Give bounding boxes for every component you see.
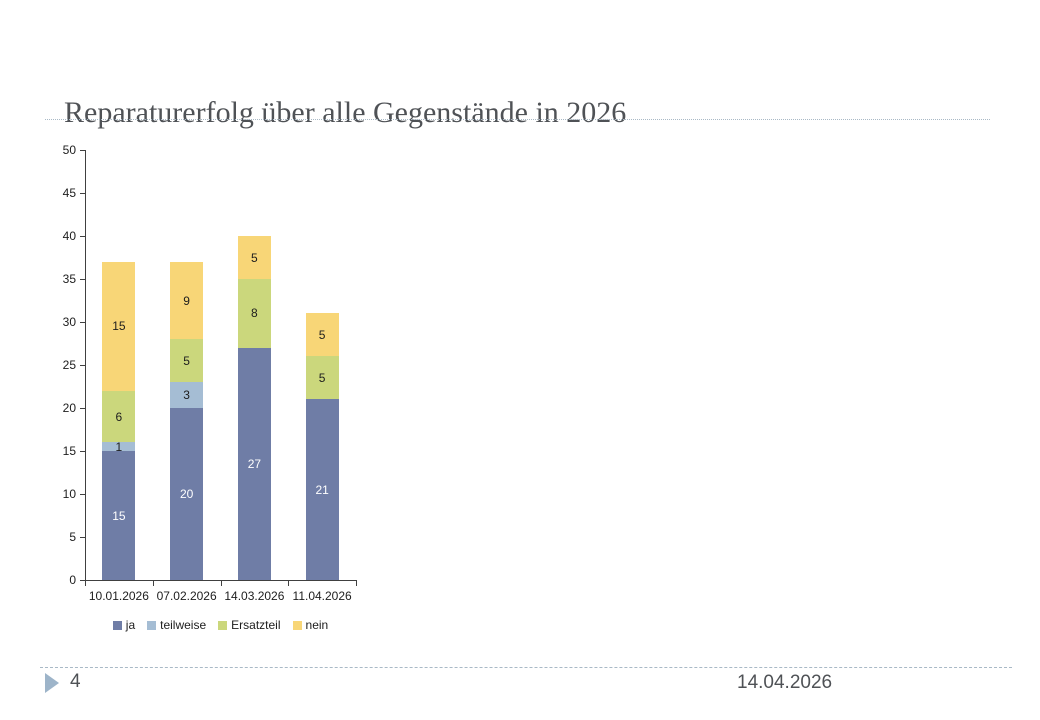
y-axis-tick-label: 30 xyxy=(62,315,76,329)
y-axis-tick-mark xyxy=(80,193,86,194)
legend-swatch-icon xyxy=(112,620,122,630)
bar-segment-label: 3 xyxy=(183,388,190,403)
y-axis-tick-label: 15 xyxy=(62,444,76,458)
bar-segment-label: 5 xyxy=(318,327,326,342)
y-axis-tick-mark xyxy=(80,322,86,323)
title-divider xyxy=(45,119,990,120)
footer-divider xyxy=(40,667,1012,668)
legend-item-nein: nein xyxy=(292,618,329,632)
y-axis-tick-label: 40 xyxy=(62,229,76,243)
bar-segment-label: 5 xyxy=(183,353,190,368)
bar-segment-ja xyxy=(305,399,339,580)
bar-segment-Ersatzteil xyxy=(102,390,136,443)
legend-label: teilweise xyxy=(160,618,207,632)
y-axis-line xyxy=(85,150,86,580)
chart-legend: ja teilweise Ersatzteil nein xyxy=(85,618,356,632)
bar-segment-label: 1 xyxy=(115,439,123,454)
y-axis-tick-mark xyxy=(80,580,86,581)
y-axis-tick-label: 25 xyxy=(62,358,76,372)
legend-swatch-icon xyxy=(218,620,228,630)
legend-label: nein xyxy=(305,618,329,632)
y-axis-tick-mark xyxy=(80,279,86,280)
y-axis-tick-mark xyxy=(80,537,86,538)
bar-segment-Ersatzteil xyxy=(170,339,204,383)
y-axis-tick-mark xyxy=(80,451,86,452)
bar-segment-nein xyxy=(170,261,204,340)
x-axis-tick-mark xyxy=(220,580,222,586)
bar-segment-Ersatzteil xyxy=(237,279,271,348)
x-axis-category-label: 14.03.2026 xyxy=(224,589,285,603)
y-axis-tick-mark xyxy=(80,365,86,366)
legend-swatch-icon xyxy=(292,620,302,630)
y-axis-tick-label: 0 xyxy=(69,573,76,587)
footer-date: 14.04.2026 xyxy=(737,672,833,693)
bar-segment-label: 15 xyxy=(112,508,126,523)
y-axis-tick-label: 50 xyxy=(62,143,76,157)
legend-label: ja xyxy=(125,618,136,632)
y-axis-tick-label: 20 xyxy=(62,401,76,415)
y-axis-tick-label: 35 xyxy=(62,272,76,286)
bar-segment-Ersatzteil xyxy=(305,356,339,400)
page-number: 4 xyxy=(70,671,81,692)
x-axis-tick-mark xyxy=(85,580,86,586)
legend-item-teilweise: teilweise xyxy=(147,618,206,632)
y-axis-tick-mark xyxy=(80,236,86,237)
bar-segment-label: 5 xyxy=(251,250,258,265)
legend-item-ja: ja xyxy=(112,618,136,632)
x-axis-tick-mark xyxy=(288,580,290,586)
y-axis-tick-label: 10 xyxy=(62,487,76,501)
bar-segment-nein xyxy=(305,313,339,357)
slide-title: Reparaturerfolg über alle Gegenstände in… xyxy=(64,96,627,130)
y-axis-tick-label: 45 xyxy=(62,186,76,200)
y-axis-tick-mark xyxy=(80,494,86,495)
bar-segment-nein xyxy=(237,236,271,279)
legend-swatch-icon xyxy=(147,620,157,630)
x-axis-tick-mark xyxy=(356,580,357,586)
bar-segment-label: 6 xyxy=(115,409,123,424)
x-axis-category-label: 11.04.2026 xyxy=(292,589,352,603)
bar-segment-label: 21 xyxy=(315,482,329,497)
bar-segment-teilweise xyxy=(102,442,136,451)
bar-segment-label: 27 xyxy=(247,456,262,471)
bar-segment-teilweise xyxy=(170,382,204,408)
bar-segment-ja xyxy=(102,451,136,580)
bar-segment-ja xyxy=(237,347,271,580)
bar-segment-nein xyxy=(102,261,136,391)
bar-segment-ja xyxy=(170,408,204,580)
bar-segment-label: 5 xyxy=(318,370,326,385)
x-axis-category-label: 10.01.2026 xyxy=(88,589,149,603)
x-axis-category-label: 07.02.2026 xyxy=(156,589,217,603)
legend-item-Ersatzteil: Ersatzteil xyxy=(218,618,281,632)
y-axis-tick-label: 5 xyxy=(69,530,76,544)
bar-segment-label: 8 xyxy=(251,306,258,321)
legend-label: Ersatzteil xyxy=(231,618,281,632)
x-axis-tick-mark xyxy=(152,580,154,586)
triangle-right-icon xyxy=(45,673,59,693)
bar-segment-label: 20 xyxy=(179,487,194,501)
bar-segment-label: 9 xyxy=(183,293,190,308)
y-axis-tick-mark xyxy=(80,150,86,151)
y-axis-tick-mark xyxy=(80,408,86,409)
bar-segment-label: 15 xyxy=(112,319,126,334)
